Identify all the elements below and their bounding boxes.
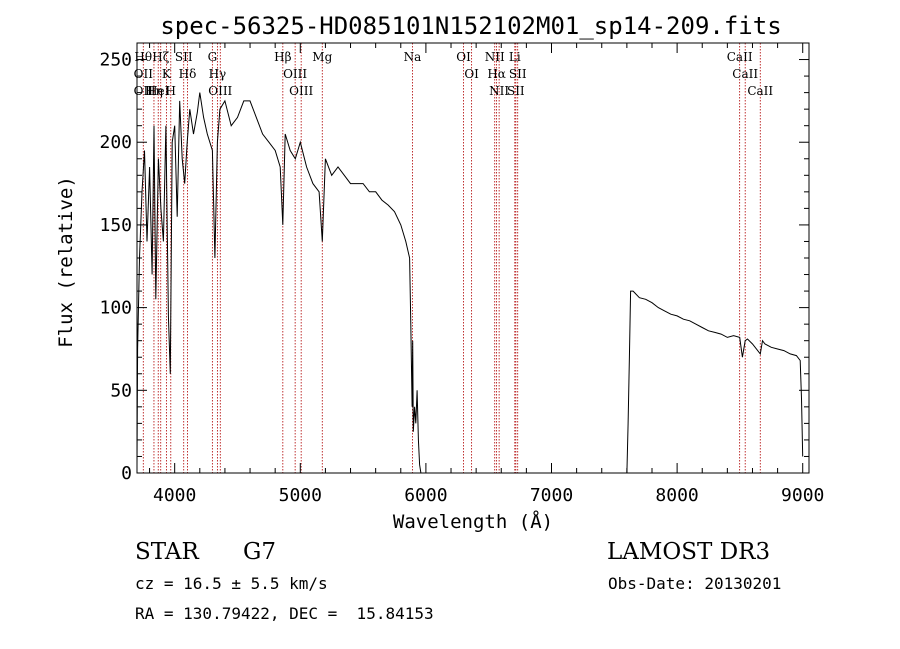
line-marker-label: HeI (147, 84, 170, 98)
y-tick-label: 150 (99, 215, 132, 236)
y-tick-label: 250 (99, 50, 132, 71)
line-marker-label: CaII (747, 84, 773, 98)
line-marker-label: CaII (732, 67, 758, 81)
y-axis-label: Flux (relative) (55, 176, 77, 348)
observation-date: Obs-Date: 20130201 (608, 574, 782, 593)
y-tick-label: 50 (110, 380, 132, 401)
x-axis-ticks: 4000 5000 6000 7000 8000 9000 (149, 43, 824, 506)
redshift-velocity: cz = 16.5 ± 5.5 km/s (135, 574, 328, 593)
line-marker-label: OII (134, 67, 154, 81)
line-marker-label: Hδ (179, 67, 197, 81)
line-marker-label: Hη (145, 84, 163, 98)
spectral-subclass: G7 (243, 539, 277, 565)
line-marker-label: SII (175, 50, 193, 64)
y-tick-label: 200 (99, 132, 132, 153)
line-marker-label: Li (509, 50, 521, 64)
chart-title: spec-56325-HD085101N152102M01_sp14-209.f… (160, 12, 781, 40)
coordinates: RA = 130.79422, DEC = 15.84153 (135, 604, 434, 623)
line-marker-label: SII (509, 67, 527, 81)
x-tick-label: 5000 (279, 485, 322, 506)
line-marker-label: Hθ (134, 50, 152, 64)
spectrum-line (136, 92, 804, 474)
line-marker-label: OI (456, 50, 471, 64)
x-tick-label: 4000 (153, 485, 196, 506)
line-marker-label: G (208, 50, 218, 64)
line-marker-label: Mg (312, 50, 332, 64)
object-class: STAR (135, 539, 199, 565)
line-marker-label: H (166, 84, 176, 98)
survey-name: LAMOST DR3 (607, 539, 771, 565)
x-tick-label: 8000 (655, 485, 698, 506)
line-marker-label: K (162, 67, 172, 81)
y-axis-ticks: 0 50 100 150 200 250 (99, 42, 809, 484)
line-marker-label: OI (464, 67, 479, 81)
x-tick-label: 7000 (530, 485, 573, 506)
line-marker-label: Hγ (209, 67, 227, 81)
spectral-line-markers (142, 43, 761, 473)
line-marker-label: OIII (289, 84, 313, 98)
plot-frame (136, 42, 810, 474)
line-marker-label: Hβ (274, 50, 291, 64)
line-marker-label: OII (134, 84, 154, 98)
line-marker-label: OIII (283, 67, 307, 81)
line-marker-label: NII (489, 84, 509, 98)
y-tick-label: 100 (99, 298, 132, 319)
x-tick-label: 6000 (404, 485, 447, 506)
x-tick-label: 9000 (781, 485, 824, 506)
spectral-line-labels: HθOIIOIIHηHeIHζKHSIIHδGHγOIIIHβOIIIOIIIM… (134, 50, 774, 98)
line-marker-label: SII (507, 84, 525, 98)
line-marker-label: OIII (208, 84, 232, 98)
line-marker-label: CaII (727, 50, 753, 64)
line-marker-label: Hα (487, 67, 506, 81)
line-marker-label: Hζ (152, 50, 169, 64)
line-marker-label: NII (485, 50, 505, 64)
line-marker-label: Na (404, 50, 422, 64)
x-axis-label: Wavelength (Å) (393, 510, 553, 533)
y-tick-label: 0 (121, 463, 132, 484)
